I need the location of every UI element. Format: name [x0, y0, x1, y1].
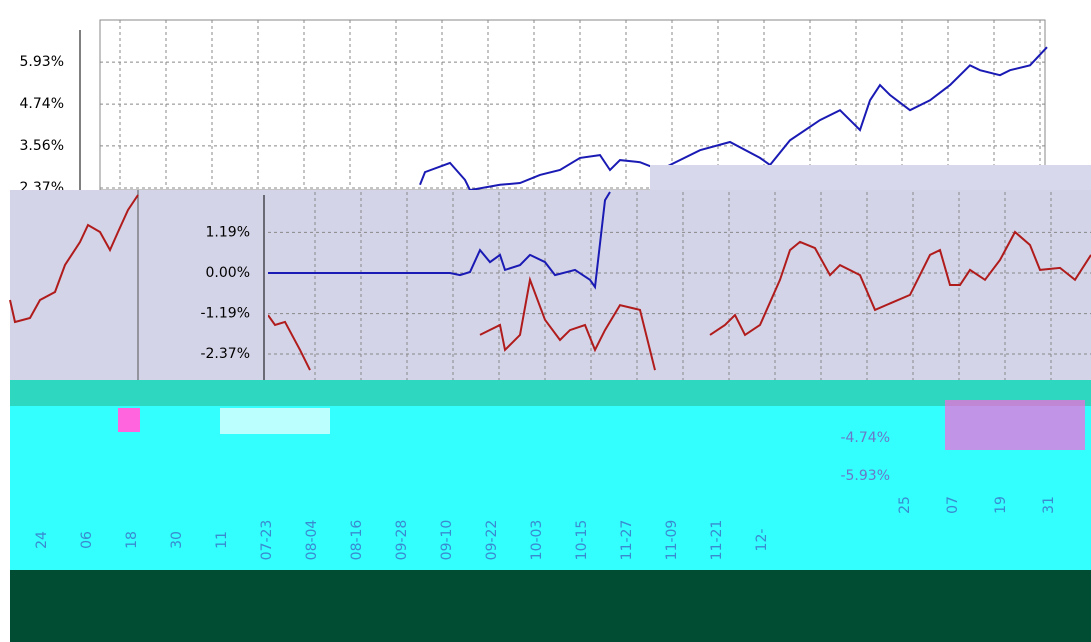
glitch-strip	[10, 380, 1091, 406]
date-label: 09-22	[484, 520, 500, 561]
glitch-labels: -4.74% -5.93% 24 06 18 30 11 07-23 08-04 08-16 09-…	[34, 430, 1057, 560]
date-label: 11-09	[664, 520, 680, 561]
y-tick-label: 3.56%	[20, 138, 64, 154]
y-tick-label: 5.93%	[20, 54, 64, 70]
y-tick-label: 2.37%	[20, 180, 64, 196]
middle-chart: 1.19% 0.00% -1.19% -2.37%	[200, 191, 1091, 380]
date-label: 11-27	[619, 520, 635, 561]
y-tick-label: 1.19%	[206, 224, 250, 240]
date-label: 10-03	[529, 520, 545, 561]
date-label: 11-21	[709, 520, 725, 561]
glitch-strip	[650, 165, 1091, 193]
fragment-label: -4.74%	[840, 430, 890, 446]
date-label: 24	[34, 531, 50, 549]
date-label: 07	[945, 496, 961, 514]
y-tick-label: 0.00%	[206, 265, 250, 281]
date-label: 18	[124, 531, 140, 549]
date-label: 19	[993, 496, 1009, 514]
glitch-block	[220, 408, 330, 434]
fragment-line	[9, 194, 139, 324]
date-label: 11	[214, 531, 230, 549]
date-label: 06	[79, 531, 95, 549]
date-label: 30	[169, 531, 185, 549]
date-label: 25	[897, 496, 913, 514]
lines	[419, 46, 1048, 190]
date-label: 10-15	[574, 520, 590, 561]
glitch-panel	[10, 380, 1091, 570]
glitch-block	[118, 408, 140, 432]
y-tick-label: -2.37%	[200, 346, 250, 362]
series-line	[268, 230, 1091, 371]
series-line	[268, 191, 611, 290]
date-label: 31	[1041, 496, 1057, 514]
date-label: 07-23	[259, 520, 275, 561]
date-label: 08-04	[304, 520, 320, 561]
y-tick-label: 4.74%	[20, 96, 64, 112]
lines	[268, 191, 1091, 371]
y-tick-label: -1.19%	[200, 306, 250, 322]
top-chart: 5.93% 4.74% 3.56% 2.37%	[20, 20, 1048, 196]
date-label: 08-16	[349, 520, 365, 561]
series-line	[419, 46, 1048, 190]
date-label: 12-	[754, 529, 770, 552]
fragment-label: -5.93%	[840, 468, 890, 484]
date-label: 09-10	[439, 520, 455, 561]
glitch-block	[945, 400, 1085, 450]
date-label: 09-28	[394, 520, 410, 561]
middle-panel	[10, 190, 1091, 380]
dark-band	[10, 570, 1091, 642]
